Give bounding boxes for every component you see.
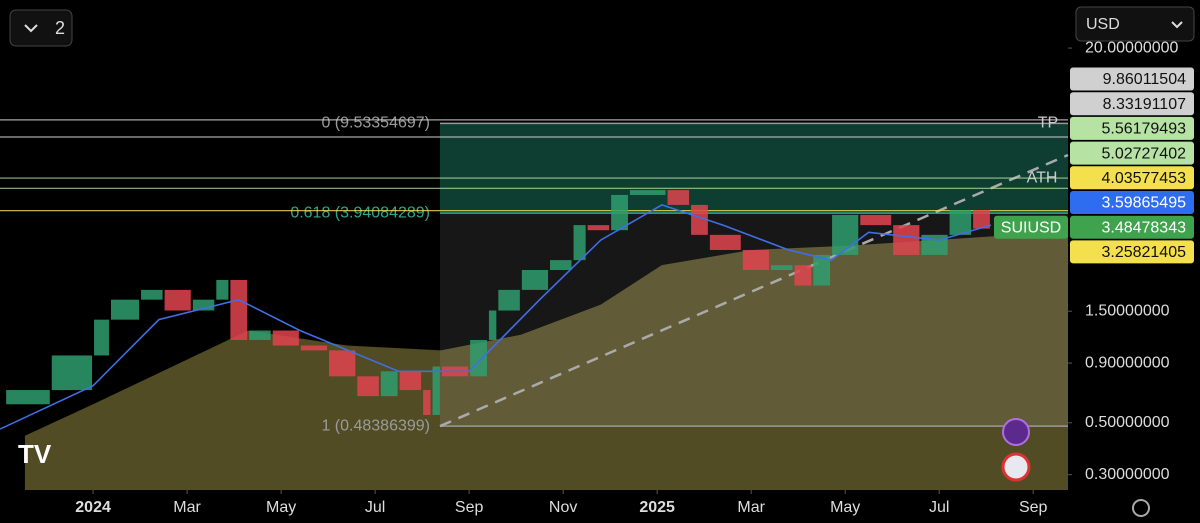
candle	[573, 225, 586, 261]
candle	[141, 289, 163, 300]
candle	[488, 310, 497, 340]
price-tag	[1070, 116, 1194, 140]
layout-count: 2	[55, 18, 65, 38]
candle	[550, 260, 572, 270]
candle	[521, 269, 549, 290]
candle	[164, 289, 191, 311]
candle	[709, 234, 741, 250]
candle	[949, 210, 972, 235]
candle	[611, 194, 628, 231]
candle	[300, 345, 328, 351]
level-name: ATH	[1027, 169, 1058, 186]
x-tick-label: Nov	[549, 499, 577, 516]
x-tick-label: Sep	[455, 499, 484, 516]
x-tick-label: Sep	[1019, 499, 1048, 516]
price-tag	[1070, 67, 1194, 91]
candle	[742, 249, 769, 270]
candle	[432, 366, 440, 415]
fib-zone-upper	[439, 123, 1068, 214]
candle	[423, 390, 431, 415]
price-tag-label: 3.48478343	[1101, 219, 1186, 236]
candle	[230, 279, 248, 340]
price-tag	[1070, 215, 1194, 239]
candle	[192, 299, 215, 311]
candle	[110, 299, 140, 320]
layout-button[interactable]	[9, 9, 73, 47]
price-tag	[1070, 141, 1194, 165]
candle	[216, 279, 229, 300]
currency-label: USD	[1086, 16, 1120, 33]
x-tick-label: Jul	[365, 499, 385, 516]
alert-icon	[1002, 418, 1030, 446]
candle	[357, 376, 379, 397]
candle	[329, 350, 356, 377]
target-label: TP	[1038, 115, 1058, 132]
x-tick-label: May	[266, 499, 296, 516]
candle	[94, 319, 109, 356]
symbol-tag-label: SUIUSD	[1001, 219, 1061, 236]
candle	[893, 225, 920, 255]
x-tick-label: 2024	[75, 499, 111, 516]
chevron-icon	[24, 24, 38, 33]
price-tag	[1070, 166, 1194, 190]
candle	[860, 214, 892, 226]
candle	[587, 225, 610, 231]
ma-line	[0, 204, 992, 430]
candle	[973, 210, 990, 229]
y-tick-label: 0.30000000	[1085, 466, 1170, 483]
chevron-icon	[1171, 21, 1183, 29]
y-tick-label: 1.50000000	[1085, 302, 1170, 319]
logo: TV	[18, 439, 52, 469]
candle	[832, 214, 859, 255]
candle	[272, 330, 299, 346]
trendline	[439, 153, 1069, 428]
y-tick-label: 0.90000000	[1085, 354, 1170, 371]
candle	[629, 190, 666, 195]
price-tag-label: 4.03577453	[1101, 170, 1186, 187]
event-icon	[1001, 452, 1031, 482]
price-tag-label: 8.33191107	[1103, 96, 1186, 113]
candle	[691, 204, 708, 235]
x-tick-label: 2025	[639, 499, 675, 516]
fib-level-label: 1 (0.48386399)	[321, 417, 430, 434]
price-tag-label: 9.86011504	[1103, 71, 1186, 88]
y-tick-label: 0.50000000	[1085, 414, 1170, 431]
candle	[667, 190, 690, 205]
price-tag-label: 5.56179493	[1101, 121, 1186, 138]
candle	[249, 330, 271, 340]
symbol-tag	[994, 215, 1068, 239]
price-tag-label: 3.25821405	[1101, 244, 1186, 261]
price-tag-label: 5.02727402	[1101, 145, 1186, 162]
settings-button[interactable]	[1132, 499, 1150, 517]
candle	[51, 355, 93, 391]
currency-dropdown[interactable]	[1075, 6, 1195, 42]
candle	[6, 390, 50, 405]
candle	[399, 371, 422, 391]
price-tag	[1070, 191, 1194, 214]
fib-level-label: 0.618 (3.94084289)	[290, 204, 430, 221]
candle	[498, 289, 520, 311]
x-tick-label: Mar	[737, 499, 765, 516]
candle	[813, 254, 831, 286]
candle	[794, 265, 812, 286]
candle	[770, 265, 793, 270]
price-tag	[1070, 92, 1194, 116]
price-tag	[1070, 240, 1194, 264]
fib-level-label: 0 (9.53354697)	[321, 115, 430, 132]
x-tick-label: Jul	[929, 499, 949, 516]
y-tick-label: 20.00000000	[1085, 39, 1179, 56]
x-tick-label: May	[830, 499, 860, 516]
candle	[470, 339, 487, 377]
x-tick-label: Mar	[173, 499, 201, 516]
candle	[380, 371, 398, 397]
fib-zone-lower	[439, 213, 1068, 427]
price-tag-label: 3.59865495	[1101, 195, 1186, 212]
